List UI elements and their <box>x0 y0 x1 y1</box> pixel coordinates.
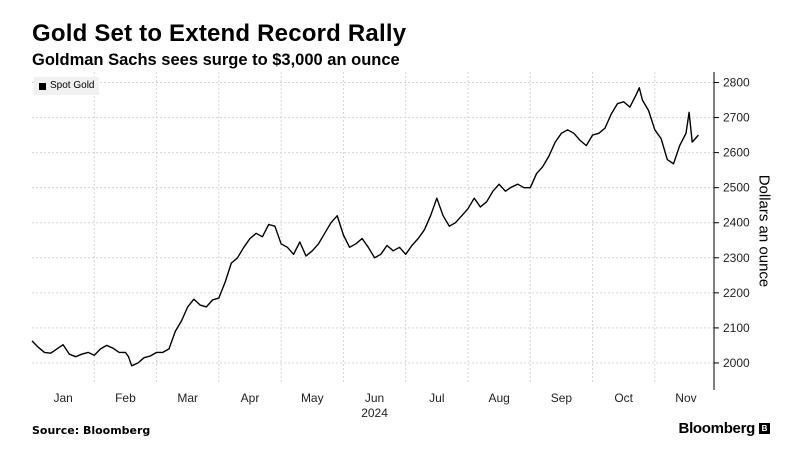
x-tick-label: Oct <box>614 391 633 405</box>
brand-logo: Bloomberg B <box>679 420 770 437</box>
series-line-spot-gold <box>31 87 699 367</box>
legend: Spot Gold <box>34 77 100 95</box>
x-tick-label: Jul <box>429 391 444 405</box>
x-tick-label: May <box>301 391 324 405</box>
vertical-gridlines <box>93 72 656 384</box>
y-tick-label: 2500 <box>723 181 750 195</box>
legend-label: Spot Gold <box>50 80 95 91</box>
x-tick-label: Aug <box>488 391 509 405</box>
x-tick-label: Mar <box>177 391 198 405</box>
y-tick-label: 2700 <box>723 111 750 125</box>
x-tick-label: Sep <box>551 391 573 405</box>
source-note: Source: Bloomberg <box>32 424 151 437</box>
y-tick-label: 2000 <box>723 356 750 370</box>
y-tick-label: 2400 <box>723 216 750 230</box>
y-tick-labels: 2000 2100 2200 2300 2400 2500 2600 2700 2800 <box>723 76 750 370</box>
y-axis-label: Dollars an ounce <box>755 174 773 288</box>
chart-title: Gold Set to Extend Record Rally <box>32 20 407 47</box>
x-tick-label: Feb <box>115 391 136 405</box>
x-year-label: 2024 <box>361 406 388 420</box>
series-layer <box>31 87 699 367</box>
x-tick-label: Jun <box>365 391 384 405</box>
y-axis <box>713 72 719 390</box>
x-tick-label: Nov <box>675 391 696 405</box>
x-tick-labels: Jan Feb Mar Apr May Jun Jul Aug Sep Oct Nov 2024 <box>53 391 696 420</box>
legend-swatch <box>39 82 46 90</box>
y-tick-label: 2100 <box>723 321 750 335</box>
chart-subtitle: Goldman Sachs sees surge to $3,000 an ou… <box>32 51 400 69</box>
brand-mark-icon: B <box>759 423 770 434</box>
y-tick-label: 2300 <box>723 251 750 265</box>
x-tick-label: Apr <box>241 391 260 405</box>
y-tick-label: 2800 <box>723 76 750 90</box>
y-tick-label: 2200 <box>723 286 750 300</box>
brand-name: Bloomberg <box>678 420 756 437</box>
x-tick-label: Jan <box>53 391 72 405</box>
horizontal-gridlines <box>32 82 714 364</box>
y-tick-label: 2600 <box>723 146 750 160</box>
